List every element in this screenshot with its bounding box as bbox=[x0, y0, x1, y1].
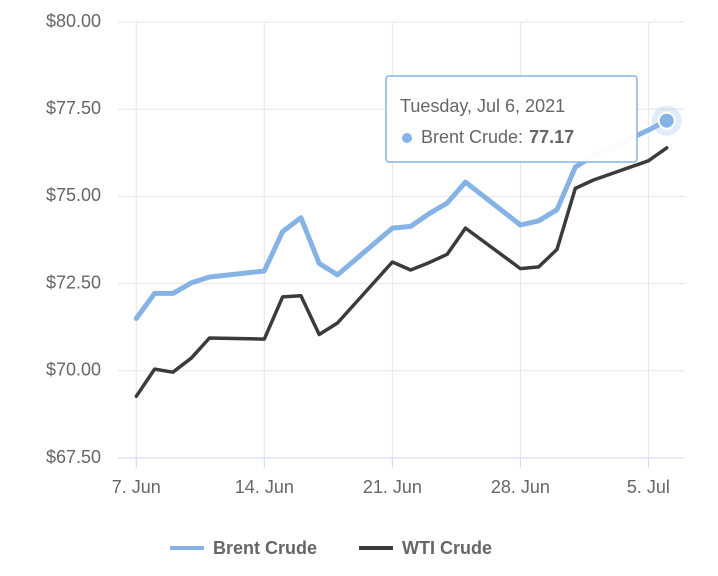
y-tick-label: $70.00 bbox=[46, 360, 101, 380]
y-tick-label: $67.50 bbox=[46, 447, 101, 467]
tooltip-text: Brent Crude: 77.17 bbox=[421, 127, 574, 147]
tooltip-value: 77.17 bbox=[529, 127, 574, 147]
legend-label[interactable]: Brent Crude bbox=[213, 538, 317, 558]
tooltip-box bbox=[385, 75, 638, 163]
y-tick-label: $80.00 bbox=[46, 11, 101, 31]
x-tick-label: 21. Jun bbox=[363, 477, 422, 497]
y-tick-label: $72.50 bbox=[46, 272, 101, 292]
x-tick-label: 7. Jun bbox=[112, 477, 161, 497]
tooltip-marker bbox=[402, 133, 412, 143]
tooltip-date: Tuesday, Jul 6, 2021 bbox=[400, 96, 565, 116]
y-tick-label: $77.50 bbox=[46, 98, 101, 118]
hover-point bbox=[657, 111, 676, 130]
tooltip-label: Brent Crude: bbox=[421, 127, 523, 147]
x-tick-label: 14. Jun bbox=[235, 477, 294, 497]
series-line bbox=[134, 146, 669, 399]
x-tick-label: 5. Jul bbox=[627, 477, 670, 497]
legend-label[interactable]: WTI Crude bbox=[402, 538, 492, 558]
tooltip: Tuesday, Jul 6, 2021 Brent Crude: 77.17 bbox=[385, 75, 682, 163]
plot-area bbox=[133, 118, 670, 399]
y-tick-label: $75.00 bbox=[46, 185, 101, 205]
legend: Brent Crude WTI Crude bbox=[170, 538, 492, 558]
x-tick-label: 28. Jun bbox=[491, 477, 550, 497]
series-line bbox=[133, 118, 670, 321]
